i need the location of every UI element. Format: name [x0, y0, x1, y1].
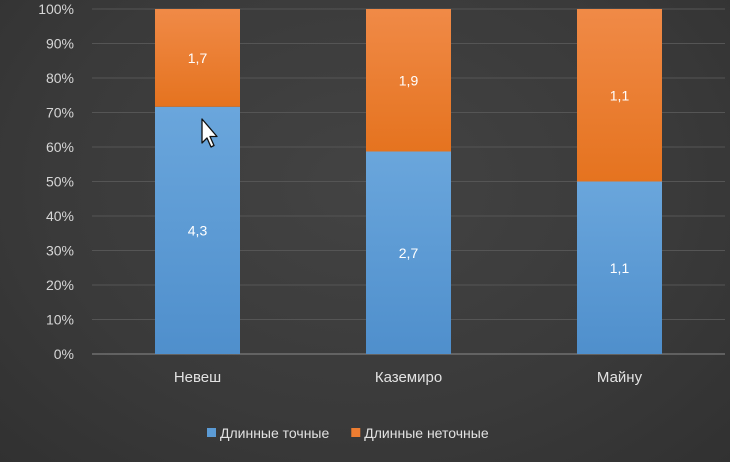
bar-segment: [366, 9, 451, 152]
y-tick-label: 30%: [46, 243, 74, 259]
legend: Длинные точные Длинные неточные: [207, 425, 489, 441]
bar-segment: [155, 106, 240, 354]
y-tick-label: 10%: [46, 312, 74, 328]
y-tick-label: 50%: [46, 174, 74, 190]
y-tick-label: 20%: [46, 277, 74, 293]
bar-segment: [155, 9, 240, 107]
x-axis-categories: Невеш Каземиро Майну: [174, 369, 643, 386]
mouse-cursor-icon: [201, 118, 218, 148]
data-label: 2,7: [399, 245, 419, 261]
data-label: 1,7: [188, 50, 208, 66]
y-axis-ticks: 0% 10% 20% 30% 40% 50% 60% 70% 80% 90% 100%: [38, 1, 74, 362]
data-label: 1,9: [399, 72, 419, 88]
y-tick-label: 90%: [46, 36, 74, 52]
legend-swatch: [207, 428, 216, 437]
category-label: Каземиро: [375, 369, 442, 386]
y-tick-label: 70%: [46, 105, 74, 121]
data-labels: 4,3 1,7 2,7 1,9 1,1 1,1: [188, 50, 630, 276]
y-tick-label: 0%: [54, 346, 74, 362]
legend-swatch: [351, 428, 361, 437]
y-tick-label: 60%: [46, 139, 74, 155]
legend-label: Длинные точные: [220, 425, 329, 441]
bar-segment: [577, 181, 662, 354]
bars: [155, 9, 662, 354]
data-label: 4,3: [188, 222, 208, 238]
data-label: 1,1: [610, 87, 630, 103]
y-tick-label: 80%: [46, 70, 74, 86]
y-tick-label: 40%: [46, 208, 74, 224]
category-label: Невеш: [174, 369, 221, 386]
category-label: Майну: [597, 369, 643, 386]
bar-segment: [577, 9, 662, 182]
y-tick-label: 100%: [38, 1, 74, 17]
legend-label: Длинные неточные: [364, 425, 489, 441]
data-label: 1,1: [610, 260, 630, 276]
bar-segment: [366, 151, 451, 354]
